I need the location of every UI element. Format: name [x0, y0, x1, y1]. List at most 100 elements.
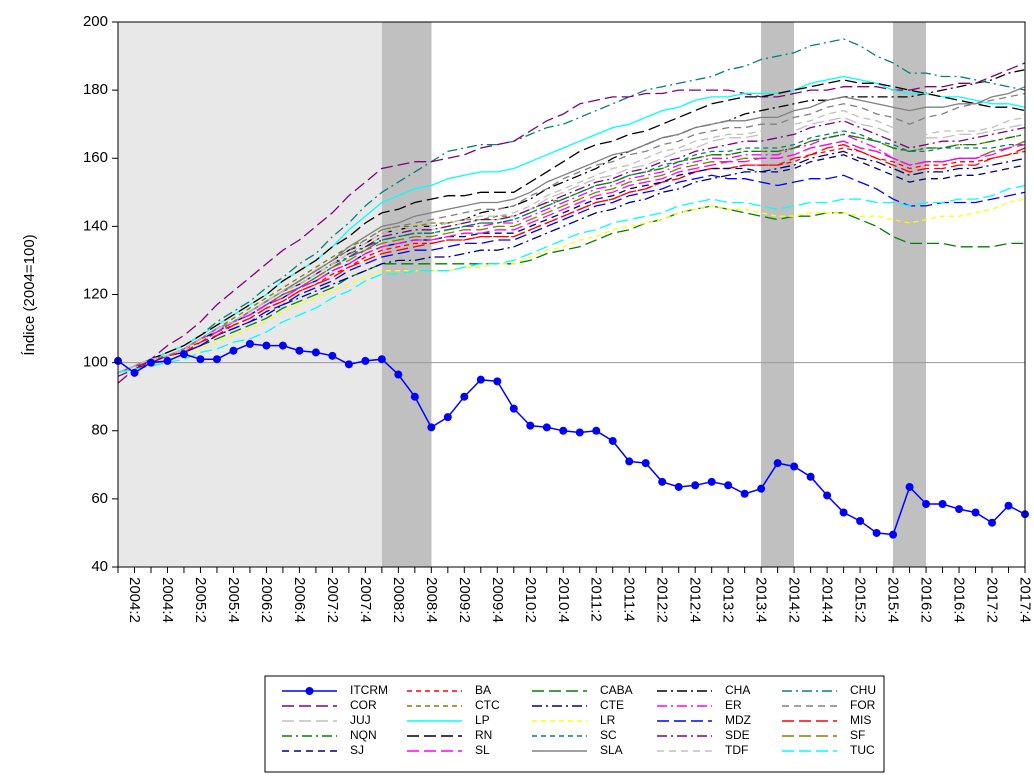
- data-point: [575, 428, 584, 437]
- series-line: [117, 109, 1026, 374]
- data-point: [542, 423, 551, 432]
- x-tick-label: 2008:4: [423, 577, 440, 623]
- series-line: [117, 79, 1026, 374]
- data-point: [163, 356, 172, 365]
- legend-label: SJ: [350, 743, 364, 757]
- data-point: [856, 517, 865, 526]
- data-point: [460, 392, 469, 401]
- data-point: [839, 508, 848, 517]
- data-point: [872, 528, 881, 537]
- data-point: [311, 348, 320, 357]
- data-point: [773, 459, 782, 468]
- series-line: [117, 133, 1026, 374]
- data-point: [493, 377, 502, 386]
- legend-label: CHU: [850, 683, 876, 697]
- legend-label: CABA: [600, 683, 633, 697]
- y-tick-label: 180: [83, 81, 108, 98]
- legend-label: ER: [725, 698, 742, 712]
- y-tick-label: 160: [83, 149, 108, 166]
- legend-label: SL: [475, 743, 490, 757]
- data-point: [674, 482, 683, 491]
- x-tick-label: 2014:2: [786, 577, 803, 623]
- data-point: [625, 457, 634, 466]
- x-tick-label: 2011:4: [621, 577, 638, 622]
- data-point: [212, 355, 221, 364]
- series-line: [117, 143, 1026, 374]
- legend-label: CTE: [600, 698, 624, 712]
- data-point: [509, 404, 518, 413]
- data-point: [295, 346, 304, 355]
- legend-label: ITCRM: [350, 683, 388, 697]
- legend-label: CHA: [725, 683, 750, 697]
- legend-label: JUJ: [350, 713, 371, 727]
- data-point: [526, 421, 535, 430]
- legend-label: COR: [350, 698, 377, 712]
- x-tick-label: 2007:2: [324, 577, 341, 623]
- data-point: [196, 355, 205, 364]
- legend-label: RN: [475, 728, 492, 742]
- legend-label: SLA: [600, 743, 623, 757]
- y-tick-label: 80: [91, 422, 108, 439]
- data-point: [988, 518, 997, 527]
- data-point: [905, 482, 914, 491]
- y-axis-label: Índice (2004=100): [21, 234, 38, 355]
- data-point: [1004, 501, 1013, 510]
- plot-area: [114, 38, 1029, 539]
- data-point: [476, 375, 485, 384]
- series-line: [117, 205, 1025, 374]
- x-tick-label: 2011:2: [588, 577, 605, 622]
- legend-label: SC: [600, 728, 617, 742]
- data-point: [229, 346, 238, 355]
- data-point: [377, 355, 386, 364]
- series-line: [117, 174, 1026, 374]
- x-tick-label: 2005:2: [192, 577, 209, 623]
- legend-label: CTC: [475, 698, 500, 712]
- y-tick-label: 200: [83, 13, 108, 30]
- data-point: [641, 459, 650, 468]
- data-point: [344, 360, 353, 369]
- data-point: [179, 350, 188, 359]
- data-point: [262, 341, 271, 350]
- data-point: [427, 423, 436, 432]
- x-tick-label: 2006:2: [258, 577, 275, 623]
- data-point: [245, 339, 254, 348]
- data-point: [889, 530, 898, 539]
- data-point: [278, 341, 287, 350]
- x-tick-label: 2010:4: [555, 577, 572, 623]
- data-point: [410, 392, 419, 401]
- y-tick-label: 100: [83, 354, 108, 371]
- data-point: [971, 508, 980, 517]
- legend: ITCRM BA CABA CHA CHU COR CTC CTE ER FOR JUJ LP LR MD…: [264, 675, 885, 773]
- data-point: [740, 489, 749, 498]
- data-point: [146, 358, 155, 367]
- x-tick-label: 2004:4: [159, 577, 176, 623]
- x-tick-label: 2015:2: [852, 577, 869, 623]
- data-point: [823, 491, 832, 500]
- shaded-period: [118, 22, 382, 567]
- data-point: [707, 477, 716, 486]
- x-tick-label: 2009:4: [489, 577, 506, 623]
- data-point: [922, 499, 931, 508]
- x-tick-label: 2005:4: [225, 577, 242, 623]
- y-tick-label: 140: [83, 217, 108, 234]
- data-point: [443, 413, 452, 422]
- x-tick-label: 2013:4: [753, 577, 770, 623]
- shaded-period: [761, 22, 794, 567]
- series-line: [117, 184, 1026, 374]
- legend-label: TDF: [725, 743, 748, 757]
- y-tick-label: 120: [83, 285, 108, 302]
- data-point: [559, 426, 568, 435]
- data-point: [658, 477, 667, 486]
- series-line: [117, 150, 1026, 374]
- legend-label: SDE: [725, 728, 750, 742]
- data-point: [361, 356, 370, 365]
- x-tick-label: 2014:4: [819, 577, 836, 623]
- shaded-period: [382, 22, 432, 567]
- data-point: [757, 484, 766, 493]
- series-line: [117, 116, 1026, 374]
- legend-label: BA: [475, 683, 491, 697]
- series-line: [117, 198, 1026, 374]
- x-tick-label: 2015:4: [885, 577, 902, 623]
- x-tick-label: 2013:2: [720, 577, 737, 623]
- data-point: [130, 368, 139, 377]
